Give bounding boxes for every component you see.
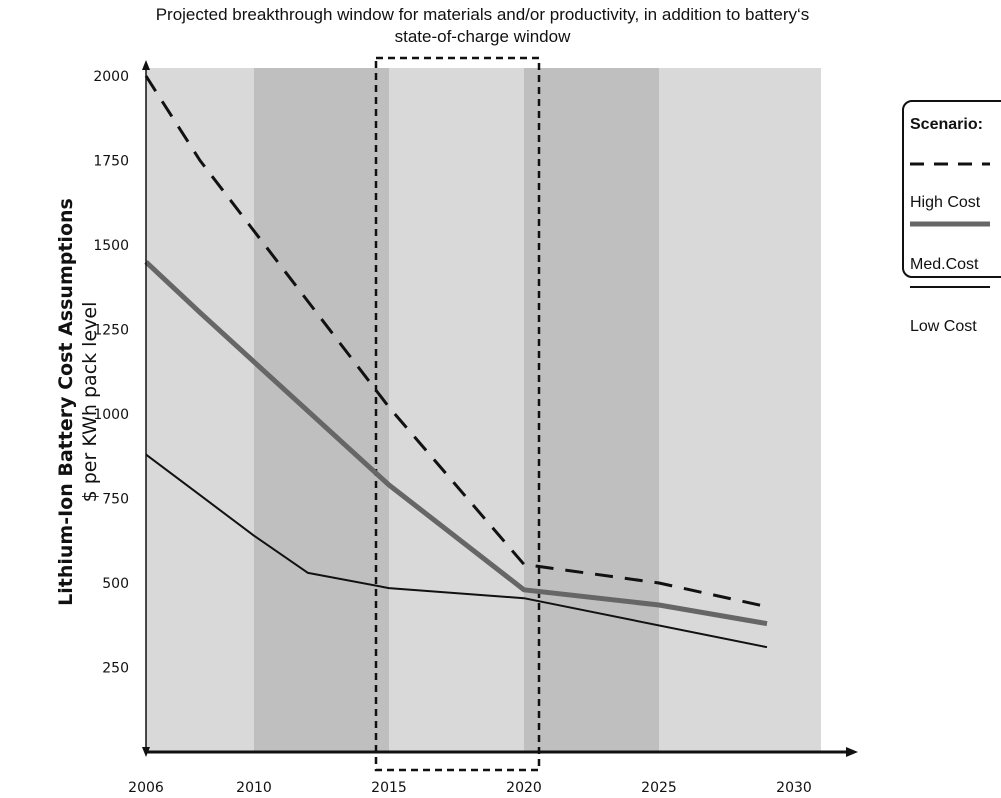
x-tick-label: 2020 [506,780,542,796]
annotation-text: Projected breakthrough window for materi… [155,5,810,46]
y-tick-label: 1750 [93,154,129,170]
legend-title: Scenario: [910,116,983,133]
series-line-med-cost [144,260,768,627]
x-axis-arrow [846,747,858,757]
axes [142,60,858,757]
legend-swatch-low [910,286,990,288]
y-tick-label: 250 [102,661,129,677]
x-tick-label: 2030 [776,780,812,796]
x-tick-label: 2010 [236,780,272,796]
y-axis-arrow-top [142,60,150,70]
y-axis-label: Lithium-Ion Battery Cost Assumptions $ p… [55,102,135,702]
y-tick-label: 1500 [93,238,129,254]
y-axis-label-sub: $ per KWh pack level [79,301,101,503]
x-tick-label: 2025 [641,780,677,796]
legend-swatch-high [910,162,990,166]
x-tick-labels: 2006 2010 2015 2020 2025 2030 [128,780,812,796]
y-tick-label: 2000 [93,69,129,85]
series-line-low-cost [145,453,768,649]
series-line-high-cost [144,75,768,609]
y-tick-label: 1000 [93,407,129,423]
y-tick-labels: 250 500 750 1000 1250 1500 1750 2000 [93,69,129,677]
legend-swatch-med [910,221,990,227]
background-bands [146,68,821,752]
band-2015 [389,68,524,752]
legend-label-low: Low Cost [910,318,977,335]
x-tick-label: 2006 [128,780,164,796]
legend-label-med: Med.Cost [910,256,979,273]
band-2020 [524,68,659,752]
breakthrough-window-box [374,56,541,772]
y-tick-label: 1250 [93,323,129,339]
y-tick-label: 500 [102,576,129,592]
y-axis-label-main: Lithium-Ion Battery Cost Assumptions [55,198,77,606]
legend-label-high: High Cost [910,194,981,211]
x-tick-label: 2015 [371,780,407,796]
y-axis-arrow-bottom [142,747,150,757]
y-tick-label: 750 [102,492,129,508]
legend: Scenario: High Cost Med.Cost Low Cost [902,100,1001,335]
band-2006 [146,68,254,752]
band-2010 [254,68,389,752]
series-lines [144,75,768,649]
breakthrough-window [374,56,541,772]
band-2025 [659,68,821,752]
